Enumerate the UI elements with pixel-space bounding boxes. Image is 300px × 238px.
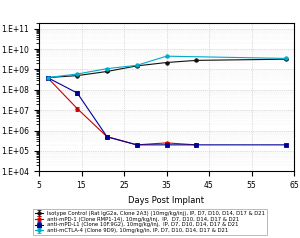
Legend: Isotype Control (Rat IgG2a, Clone 2A3) (10mg/kg/inj), IP, D7, D10, D14, D17 & D2: Isotype Control (Rat IgG2a, Clone 2A3) (… [33, 209, 267, 235]
X-axis label: Days Post Implant: Days Post Implant [128, 196, 205, 205]
Text: Fig. 1A: Intraperitoneal ID8-luc: Mean Whole Body BLI Signal Over Time: Fig. 1A: Intraperitoneal ID8-luc: Mean W… [38, 6, 262, 11]
